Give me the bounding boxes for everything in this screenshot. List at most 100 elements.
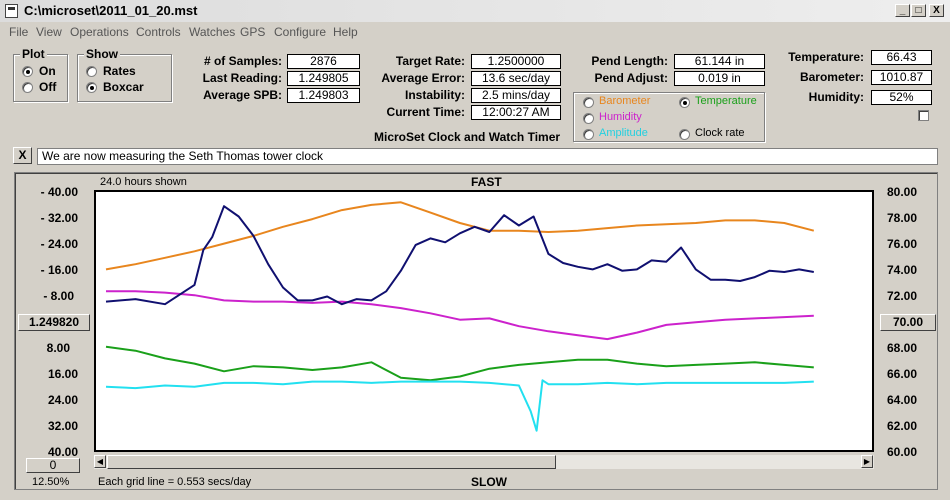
zoom-percent-label: 12.50% <box>32 476 70 488</box>
pend-length-label: Pend Length: <box>591 54 668 68</box>
menu-gps[interactable]: GPS <box>240 25 266 39</box>
right-tick-label: 66.00 <box>887 367 918 381</box>
plot-group-title: Plot <box>20 47 47 61</box>
pend-adjust-label: Pend Adjust: <box>594 71 668 85</box>
barometer-radio[interactable] <box>583 97 594 108</box>
menu-view[interactable]: View <box>36 25 62 39</box>
target-rate-value: 1.2500000 <box>471 54 561 69</box>
last-reading-label: Last Reading: <box>202 71 282 85</box>
menu-bar: File View Operations Controls Watches GP… <box>0 23 950 42</box>
right-tick-label: 64.00 <box>887 393 918 407</box>
right-tick-label: 68.00 <box>887 341 918 355</box>
left-tick-label: - 32.00 <box>40 211 78 225</box>
average-error-label: Average Error: <box>381 71 465 85</box>
clock-rate-option-label: Clock rate <box>695 127 745 139</box>
last-reading-value: 1.249805 <box>287 71 360 86</box>
right-tick-label: 76.00 <box>887 237 918 251</box>
left-tick-label: - 40.00 <box>40 185 78 199</box>
pend-length-value: 61.144 in <box>674 54 765 69</box>
plot-group: Plot <box>13 47 68 102</box>
chart-frame <box>14 172 938 490</box>
plot-off-radio[interactable] <box>22 82 33 93</box>
environment-checkbox[interactable] <box>918 110 929 121</box>
humidity-radio[interactable] <box>583 113 594 124</box>
amplitude-option-label: Amplitude <box>599 127 648 139</box>
menu-controls[interactable]: Controls <box>136 25 181 39</box>
plot-on-radio[interactable] <box>22 66 33 77</box>
barometer-value: 1010.87 <box>871 70 932 85</box>
right-center-button[interactable]: 70.00 <box>880 314 936 331</box>
left-tick-label: 40.00 <box>47 445 78 459</box>
left-tick-label: 32.00 <box>47 419 78 433</box>
series-line-temperature <box>105 345 814 382</box>
scroll-left-arrow[interactable]: ◀ <box>94 455 106 468</box>
left-tick-label: 8.00 <box>46 341 70 355</box>
show-rates-label: Rates <box>103 64 136 78</box>
series-line-barometer <box>105 201 815 271</box>
average-error-value: 13.6 sec/day <box>471 71 561 86</box>
series-line-amplitude <box>105 379 814 432</box>
menu-file[interactable]: File <box>9 25 29 39</box>
left-tick-label: 16.00 <box>47 367 78 381</box>
status-message: We are now measuring the Seth Thomas tow… <box>37 148 938 165</box>
chart-slow-label: SLOW <box>471 475 507 489</box>
right-axis-select-group <box>573 92 765 142</box>
show-boxcar-radio[interactable] <box>86 82 97 93</box>
menu-watches[interactable]: Watches <box>189 25 236 39</box>
plot-off-label: Off <box>39 80 57 94</box>
current-time-value: 12:00:27 AM <box>471 105 561 120</box>
temperature-radio[interactable] <box>679 97 690 108</box>
series-line-rate <box>105 205 814 306</box>
humidity-label: Humidity: <box>808 90 864 104</box>
center-rate-button[interactable]: 1.249820 <box>18 314 90 331</box>
humidity-option-label: Humidity <box>599 111 642 123</box>
app-icon[interactable] <box>5 4 18 18</box>
maximize-button[interactable]: □ <box>911 4 926 17</box>
series-line-humidity <box>106 290 814 341</box>
left-tick-label: - 8.00 <box>43 289 74 303</box>
time-scrollbar[interactable]: ◀ ▶ <box>94 455 874 469</box>
clock-rate-radio[interactable] <box>679 129 690 140</box>
pend-adjust-value: 0.019 in <box>674 71 765 86</box>
minimize-button[interactable]: _ <box>895 4 910 17</box>
temperature-option-label: Temperature <box>695 95 757 107</box>
zoom-button[interactable]: 0 <box>26 458 80 473</box>
right-tick-label: 80.00 <box>887 185 918 199</box>
average-spb-value: 1.249803 <box>287 88 360 103</box>
chart-fast-label: FAST <box>471 175 502 189</box>
current-time-label: Current Time: <box>386 105 465 119</box>
barometer-option-label: Barometer <box>599 95 651 107</box>
close-button[interactable]: X <box>929 4 944 17</box>
left-tick-label: 24.00 <box>47 393 78 407</box>
scroll-thumb[interactable] <box>107 455 556 469</box>
barometer-label: Barometer: <box>799 70 864 84</box>
right-tick-label: 72.00 <box>887 289 918 303</box>
amplitude-radio[interactable] <box>583 129 594 140</box>
plot-on-label: On <box>39 64 56 78</box>
app-caption: MicroSet Clock and Watch Timer <box>374 130 561 144</box>
window-title: C:\microset\2011_01_20.mst <box>24 3 198 18</box>
menu-operations[interactable]: Operations <box>70 25 129 39</box>
show-rates-radio[interactable] <box>86 66 97 77</box>
title-bar: C:\microset\2011_01_20.mst _ □ X <box>0 0 950 22</box>
menu-configure[interactable]: Configure <box>274 25 327 39</box>
grid-note-label: Each grid line = 0.553 secs/day <box>98 476 252 488</box>
instability-value: 2.5 mins/day <box>471 88 561 103</box>
humidity-value: 52% <box>871 90 932 105</box>
show-boxcar-label: Boxcar <box>103 80 144 94</box>
temperature-label: Temperature: <box>788 50 864 64</box>
right-tick-label: 74.00 <box>887 263 918 277</box>
instability-label: Instability: <box>404 88 465 102</box>
hours-shown-label: 24.0 hours shown <box>100 176 187 188</box>
scroll-right-arrow[interactable]: ▶ <box>861 455 873 468</box>
menu-help[interactable]: Help <box>333 25 358 39</box>
target-rate-label: Target Rate: <box>395 54 465 68</box>
plot-area[interactable] <box>94 190 874 452</box>
show-group-title: Show <box>84 47 120 61</box>
left-tick-label: - 16.00 <box>40 263 78 277</box>
status-close-button[interactable]: X <box>13 147 32 164</box>
samples-label: # of Samples: <box>203 54 282 68</box>
left-tick-label: - 24.00 <box>40 237 78 251</box>
right-tick-label: 60.00 <box>887 445 918 459</box>
samples-value: 2876 <box>287 54 360 69</box>
